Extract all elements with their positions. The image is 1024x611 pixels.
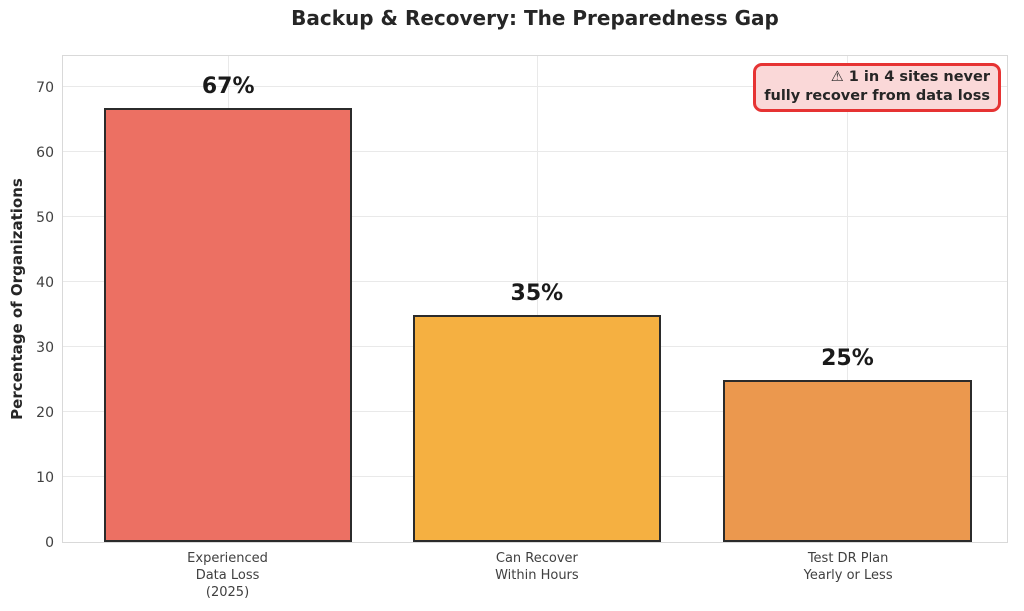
- bar-1: [104, 107, 353, 542]
- y-tick-label: 70: [36, 79, 54, 96]
- v-gridline: [536, 56, 538, 542]
- annotation-text-1: 1 in 4 sites never: [848, 69, 990, 85]
- h-gridline: [63, 215, 1007, 217]
- y-tick-label: 10: [36, 469, 54, 486]
- bar-2: [412, 315, 662, 542]
- x-tick-label: Test DR Plan Yearly or Less: [803, 551, 893, 583]
- y-tick-label: 30: [36, 339, 54, 356]
- y-tick-label: 60: [36, 144, 54, 161]
- bar-value-label: 67%: [201, 73, 255, 99]
- h-gridline: [63, 280, 1007, 282]
- y-tick-label: 40: [36, 274, 54, 291]
- chart-title: Backup & Recovery: The Preparedness Gap: [291, 6, 779, 30]
- annotation-line-2: fully recover from data loss: [764, 88, 990, 104]
- y-tick-label: 0: [45, 535, 54, 551]
- warning-icon: ⚠: [830, 69, 844, 85]
- plot-area: 67% 35% 25% ⚠ 1 in 4 sites never fully reco…: [62, 55, 1008, 543]
- v-gridline: [847, 56, 849, 542]
- x-tick-label: Can Recover Within Hours: [495, 551, 579, 583]
- bar-3: [723, 380, 972, 542]
- warning-annotation: ⚠ 1 in 4 sites never fully recover from d…: [753, 63, 1001, 112]
- y-tick-label: 20: [36, 404, 54, 421]
- x-tick-label: Experienced Data Loss (2025): [187, 551, 268, 600]
- annotation-line-1: ⚠ 1 in 4 sites never: [764, 68, 990, 87]
- y-tick-label: 50: [36, 209, 54, 226]
- h-gridline: [63, 150, 1007, 152]
- bar-value-label: 35%: [510, 281, 564, 307]
- bar-value-label: 25%: [821, 346, 874, 372]
- h-gridline: [63, 85, 1007, 87]
